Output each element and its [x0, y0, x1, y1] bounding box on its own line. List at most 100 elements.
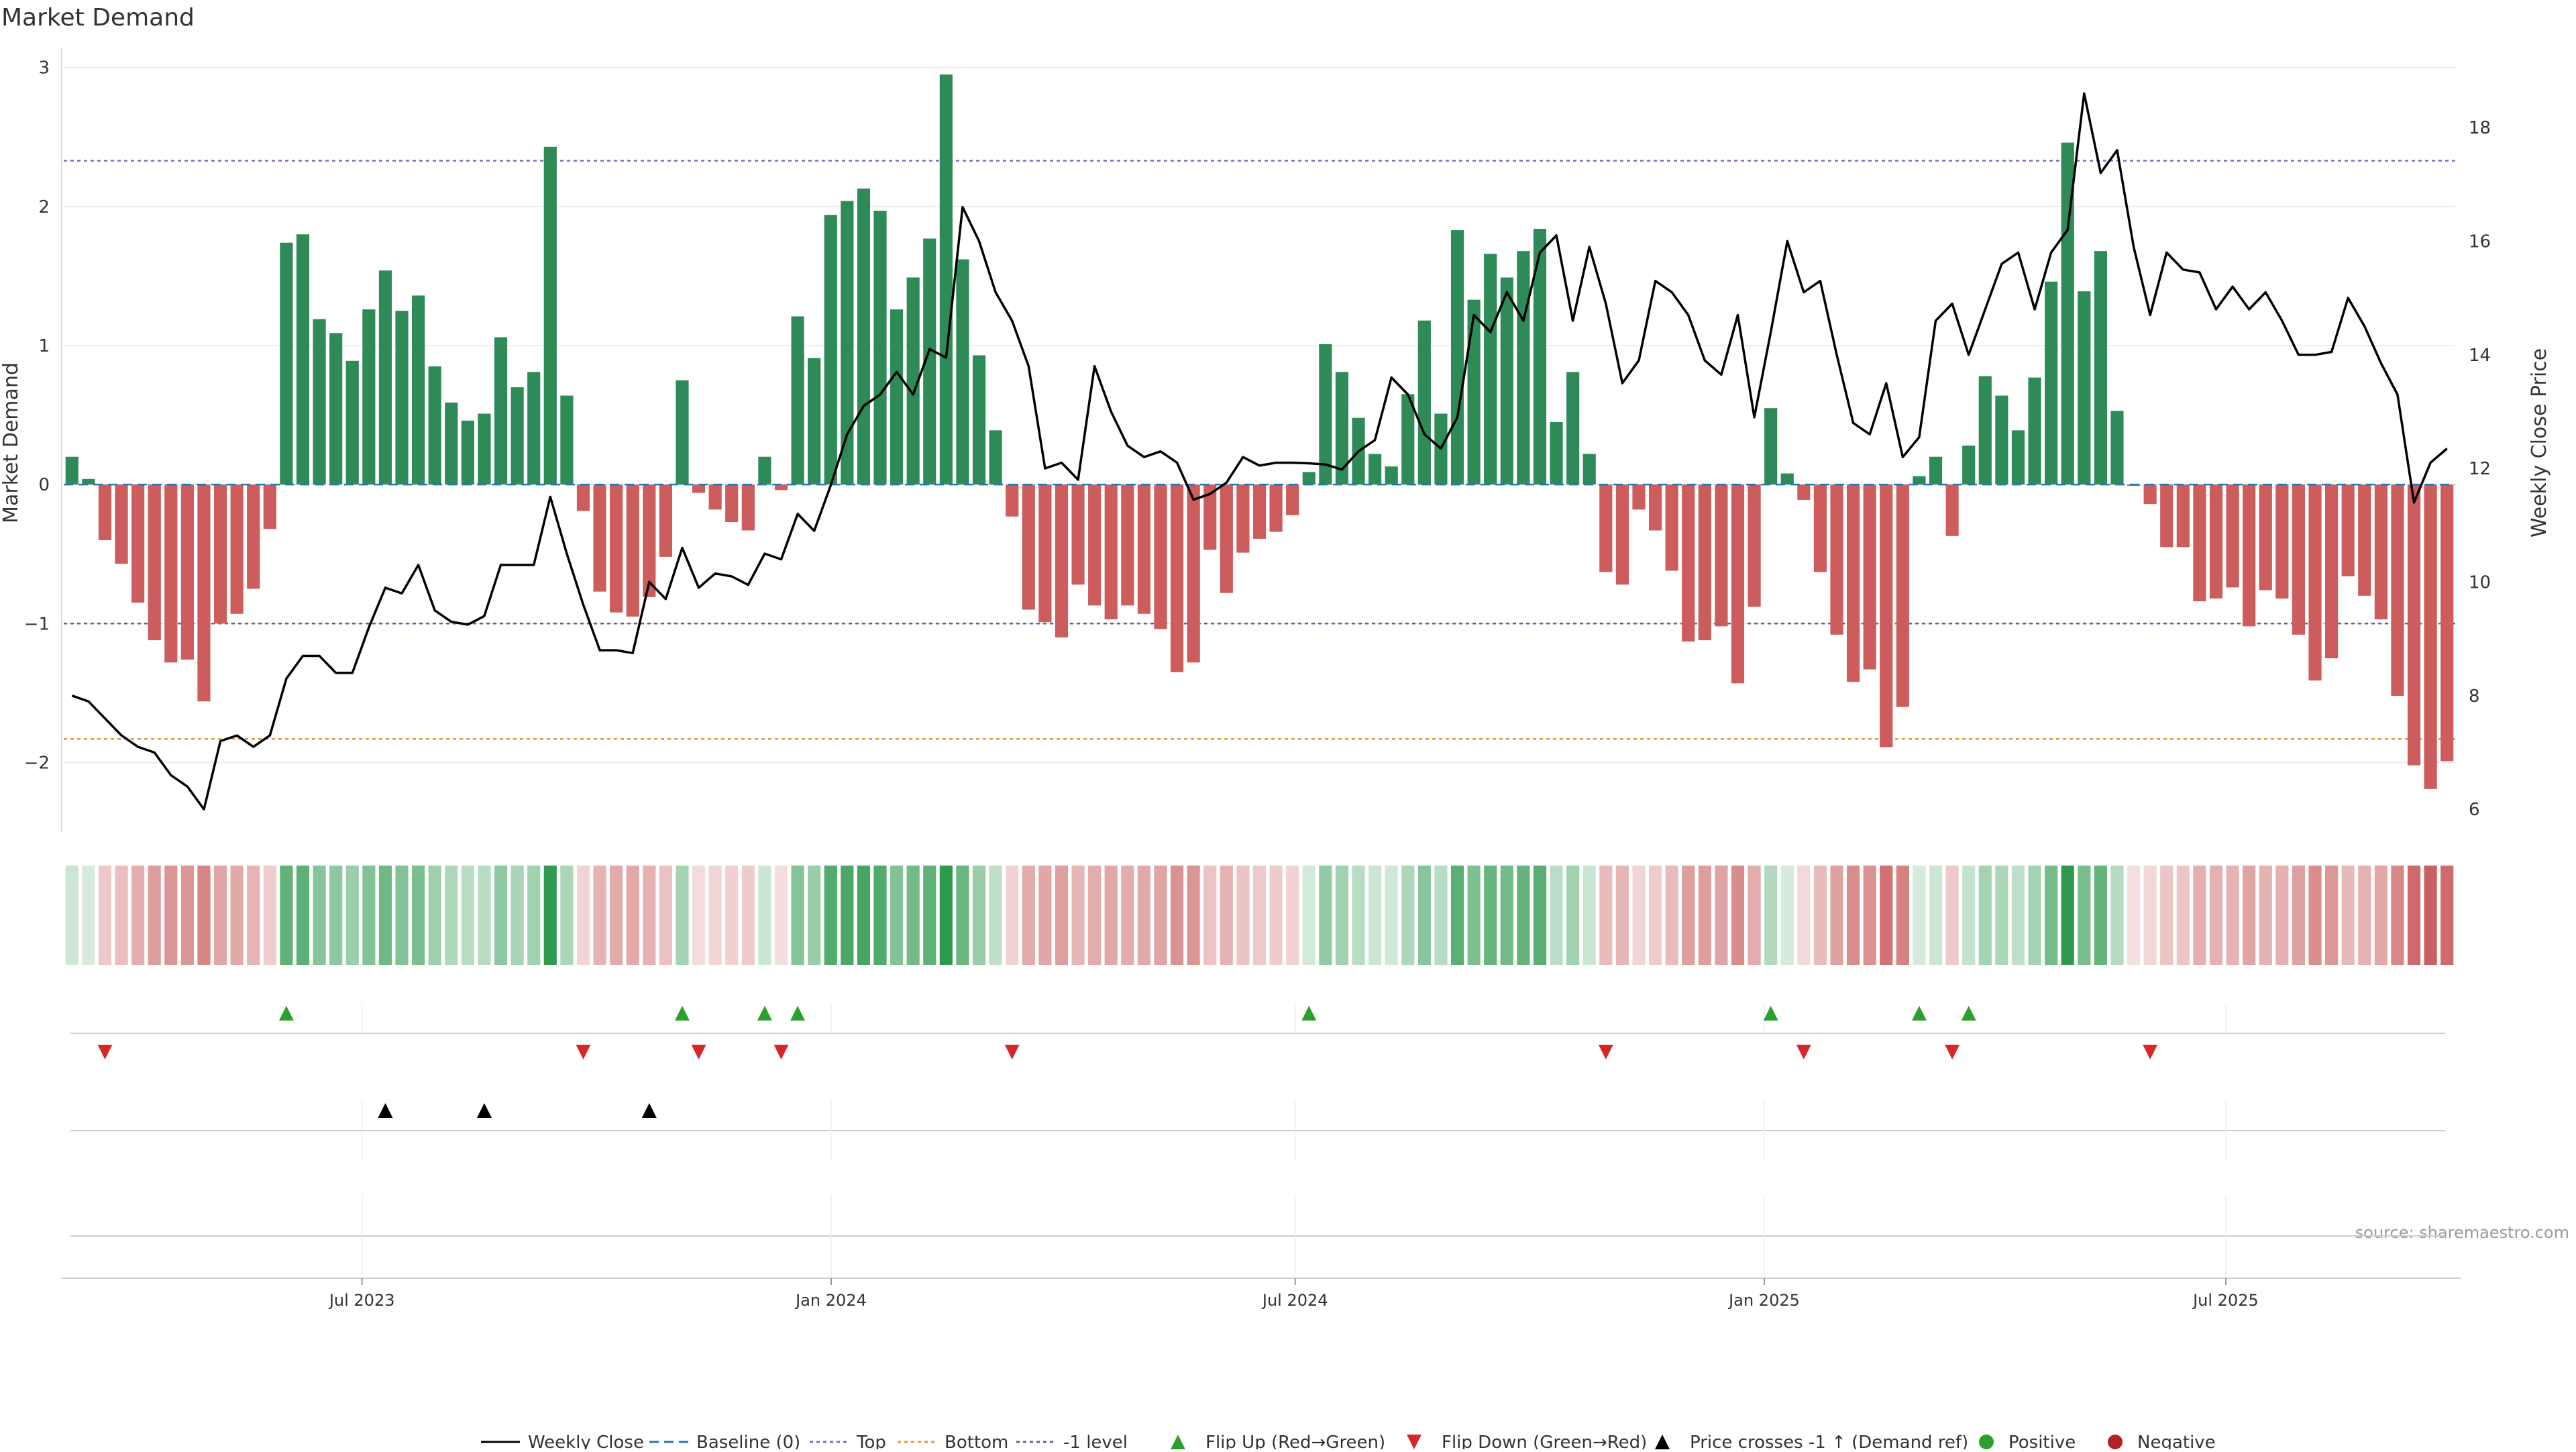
- heat-cell: [1978, 866, 1992, 965]
- demand-bar: [2391, 484, 2404, 696]
- demand-bar: [1203, 484, 1217, 550]
- x-tick-label: Jan 2025: [1727, 1291, 1800, 1310]
- demand-bar: [1170, 484, 1184, 672]
- demand-bar: [1648, 484, 1662, 531]
- demand-bar: [890, 309, 904, 485]
- heat-cell: [1352, 866, 1365, 965]
- flip-up-marker: [278, 1006, 294, 1021]
- heat-cell: [1006, 866, 1019, 965]
- heat-cell: [1368, 866, 1382, 965]
- demand-bar: [2110, 411, 2124, 485]
- heat-cell: [1698, 866, 1711, 965]
- flip-down-marker: [576, 1045, 591, 1059]
- demand-bar: [2143, 484, 2157, 505]
- heat-cell: [1896, 866, 1909, 965]
- heat-cell: [1450, 866, 1464, 965]
- demand-bar: [1533, 229, 1547, 485]
- demand-bar: [989, 430, 1002, 485]
- demand-bar: [857, 188, 871, 485]
- demand-bar: [1220, 484, 1233, 593]
- heat-cell: [873, 866, 887, 965]
- demand-bar: [2259, 484, 2272, 590]
- legend-swatch-cross: [1655, 1435, 1670, 1449]
- demand-bar: [906, 277, 920, 485]
- demand-bar: [1368, 454, 1382, 485]
- demand-bar: [247, 484, 260, 589]
- heat-cell: [1038, 866, 1052, 965]
- heat-cell: [2028, 866, 2041, 965]
- heat-cell: [461, 866, 474, 965]
- y-tick-label: 0: [38, 475, 50, 495]
- heat-cell: [1682, 866, 1695, 965]
- heat-cell: [1764, 866, 1778, 965]
- y2-tick-label: 6: [2469, 800, 2480, 820]
- demand-bar: [1319, 344, 1332, 485]
- demand-bar: [708, 484, 722, 510]
- demand-bar: [1484, 254, 1497, 485]
- heat-cell: [939, 866, 953, 965]
- heat-cell: [65, 866, 78, 965]
- demand-bar: [1995, 395, 2008, 485]
- heat-cell: [1088, 866, 1102, 965]
- demand-bar: [1978, 376, 1992, 485]
- heat-cell: [692, 866, 706, 965]
- demand-bar: [1698, 484, 1711, 641]
- y2-tick-label: 16: [2469, 231, 2491, 252]
- heat-cell: [2259, 866, 2272, 965]
- heat-cell: [956, 866, 969, 965]
- demand-bar: [1764, 408, 1778, 485]
- y2-tick-label: 10: [2469, 572, 2491, 592]
- heat-cell: [1055, 866, 1069, 965]
- demand-bar: [1137, 484, 1150, 614]
- flip-down-marker: [1598, 1045, 1613, 1059]
- demand-bar: [2045, 281, 2058, 485]
- y2-tick-label: 18: [2469, 118, 2491, 138]
- flip-down-marker: [2143, 1045, 2158, 1059]
- demand-bar: [741, 484, 755, 531]
- demand-bar: [395, 311, 409, 485]
- heat-cell: [1401, 866, 1415, 965]
- demand-bar: [329, 333, 343, 485]
- demand-bar: [791, 316, 804, 485]
- demand-bar: [1006, 484, 1019, 517]
- flip-up-marker: [757, 1006, 772, 1021]
- heat-cell: [478, 866, 491, 965]
- heat-cell: [1830, 866, 1843, 965]
- demand-bar: [1302, 472, 1316, 485]
- demand-bar: [428, 366, 441, 485]
- legend-label-baseline: Baseline (0): [696, 1433, 800, 1449]
- demand-bar: [2275, 484, 2289, 599]
- demand-bar: [1682, 484, 1695, 642]
- heat-cell: [98, 866, 112, 965]
- demand-bar: [1450, 230, 1464, 485]
- heat-cell: [1945, 866, 1959, 965]
- demand-bar: [98, 484, 112, 540]
- heat-cell: [313, 866, 326, 965]
- demand-bar: [65, 456, 78, 485]
- demand-bar: [1104, 484, 1118, 620]
- heat-cell: [263, 866, 276, 965]
- demand-bar: [1467, 299, 1481, 485]
- weekly-close-line: [71, 92, 2448, 811]
- heat-cell: [857, 866, 871, 965]
- flip-down-marker: [1004, 1045, 1020, 1059]
- heat-cell: [1236, 866, 1250, 965]
- legend-swatch-flip_down: [1407, 1435, 1421, 1449]
- heat-cell: [2292, 866, 2306, 965]
- heat-cell: [1813, 866, 1827, 965]
- demand-bar: [263, 484, 276, 529]
- heat-cell: [1599, 866, 1613, 965]
- heat-cell: [1731, 866, 1745, 965]
- demand-bar: [1417, 320, 1431, 485]
- heat-cell: [2160, 866, 2174, 965]
- demand-bar: [1962, 446, 1976, 485]
- heat-cell: [593, 866, 606, 965]
- heat-cell: [2308, 866, 2322, 965]
- heat-cell: [1022, 866, 1035, 965]
- heat-cell: [2110, 866, 2124, 965]
- heat-cell: [2127, 866, 2141, 965]
- demand-bar: [676, 380, 689, 485]
- demand-bar: [1055, 484, 1069, 637]
- heat-cell: [2407, 866, 2421, 965]
